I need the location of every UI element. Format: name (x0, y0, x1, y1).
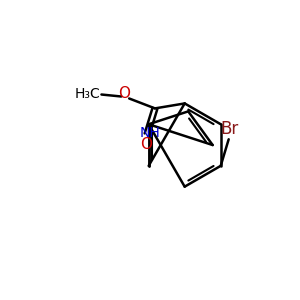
Text: H₃C: H₃C (75, 86, 101, 100)
Text: Br: Br (220, 120, 239, 138)
Text: O: O (140, 136, 152, 152)
Text: O: O (118, 86, 130, 101)
Text: NH: NH (139, 126, 160, 140)
